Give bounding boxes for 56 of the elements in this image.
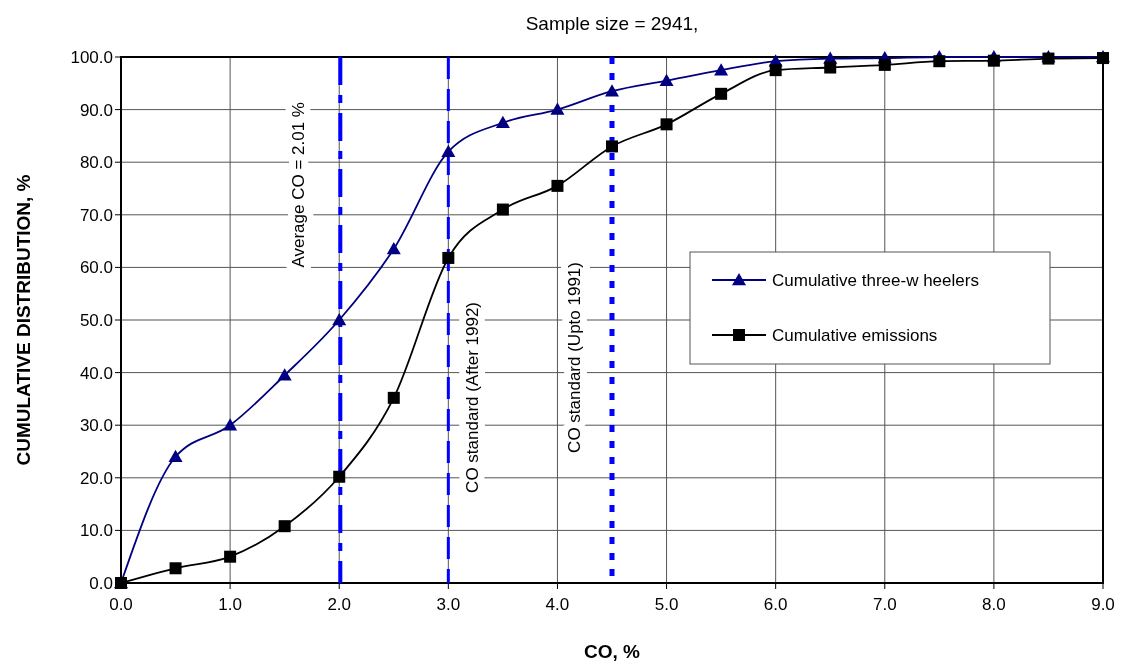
ref-line-label: CO standard (Upto 1991) <box>565 262 584 453</box>
x-tick-label: 6.0 <box>763 595 788 614</box>
x-tick-label: 5.0 <box>654 595 679 614</box>
x-tick-label: 1.0 <box>218 595 242 614</box>
point <box>659 73 674 86</box>
point <box>441 144 456 157</box>
point <box>442 251 455 264</box>
legend-label: Cumulative three-w heelers <box>772 271 979 290</box>
point <box>551 179 564 192</box>
x-tick-label: 9.0 <box>1091 595 1115 614</box>
point <box>386 241 401 255</box>
point <box>224 550 237 563</box>
point <box>168 449 183 463</box>
point <box>606 140 618 153</box>
point <box>277 368 292 381</box>
y-tick-label: 30.0 <box>79 416 113 436</box>
y-tick-label: 100.0 <box>70 48 113 67</box>
point <box>550 102 565 115</box>
y-axis-title: CUMULATIVE DISTRIBUTION, % <box>13 174 34 466</box>
x-tick-label: 2.0 <box>327 595 352 614</box>
x-tick-label: 7.0 <box>872 595 897 614</box>
point <box>169 562 182 575</box>
y-tick-label: 10.0 <box>79 521 113 541</box>
point <box>660 118 673 131</box>
point <box>387 391 400 404</box>
y-tick-label: 20.0 <box>79 468 113 488</box>
point <box>987 54 1000 67</box>
y-tick-label: 90.0 <box>79 100 113 120</box>
ref-line-label: Average CO = 2.01 % <box>289 102 309 268</box>
point <box>605 84 619 97</box>
x-tick-label: 8.0 <box>982 595 1006 614</box>
point <box>714 63 729 76</box>
chart-title: Sample size = 2941, <box>525 13 699 34</box>
point <box>769 64 782 77</box>
y-tick-label: 70.0 <box>79 205 113 225</box>
legend-label: Cumulative emissions <box>772 326 938 345</box>
x-tick-label: 4.0 <box>545 595 570 614</box>
point <box>278 520 291 533</box>
point <box>223 418 238 431</box>
y-tick-label: 40.0 <box>79 363 113 383</box>
x-axis-title: CO, % <box>584 641 641 662</box>
point <box>332 313 347 326</box>
point <box>878 58 891 71</box>
y-tick-label: 0.0 <box>89 574 113 593</box>
ref-line-label: CO standard (After 1992) <box>463 302 483 493</box>
point <box>333 470 346 483</box>
point <box>933 55 946 68</box>
y-tick-label: 80.0 <box>79 153 113 173</box>
point <box>715 87 728 100</box>
point <box>824 61 837 74</box>
x-tick-label: 3.0 <box>436 595 461 614</box>
y-tick-label: 60.0 <box>79 258 113 278</box>
x-tick-label: 0.0 <box>109 595 133 614</box>
point <box>496 203 509 216</box>
y-tick-label: 50.0 <box>79 311 113 330</box>
point <box>495 115 510 128</box>
